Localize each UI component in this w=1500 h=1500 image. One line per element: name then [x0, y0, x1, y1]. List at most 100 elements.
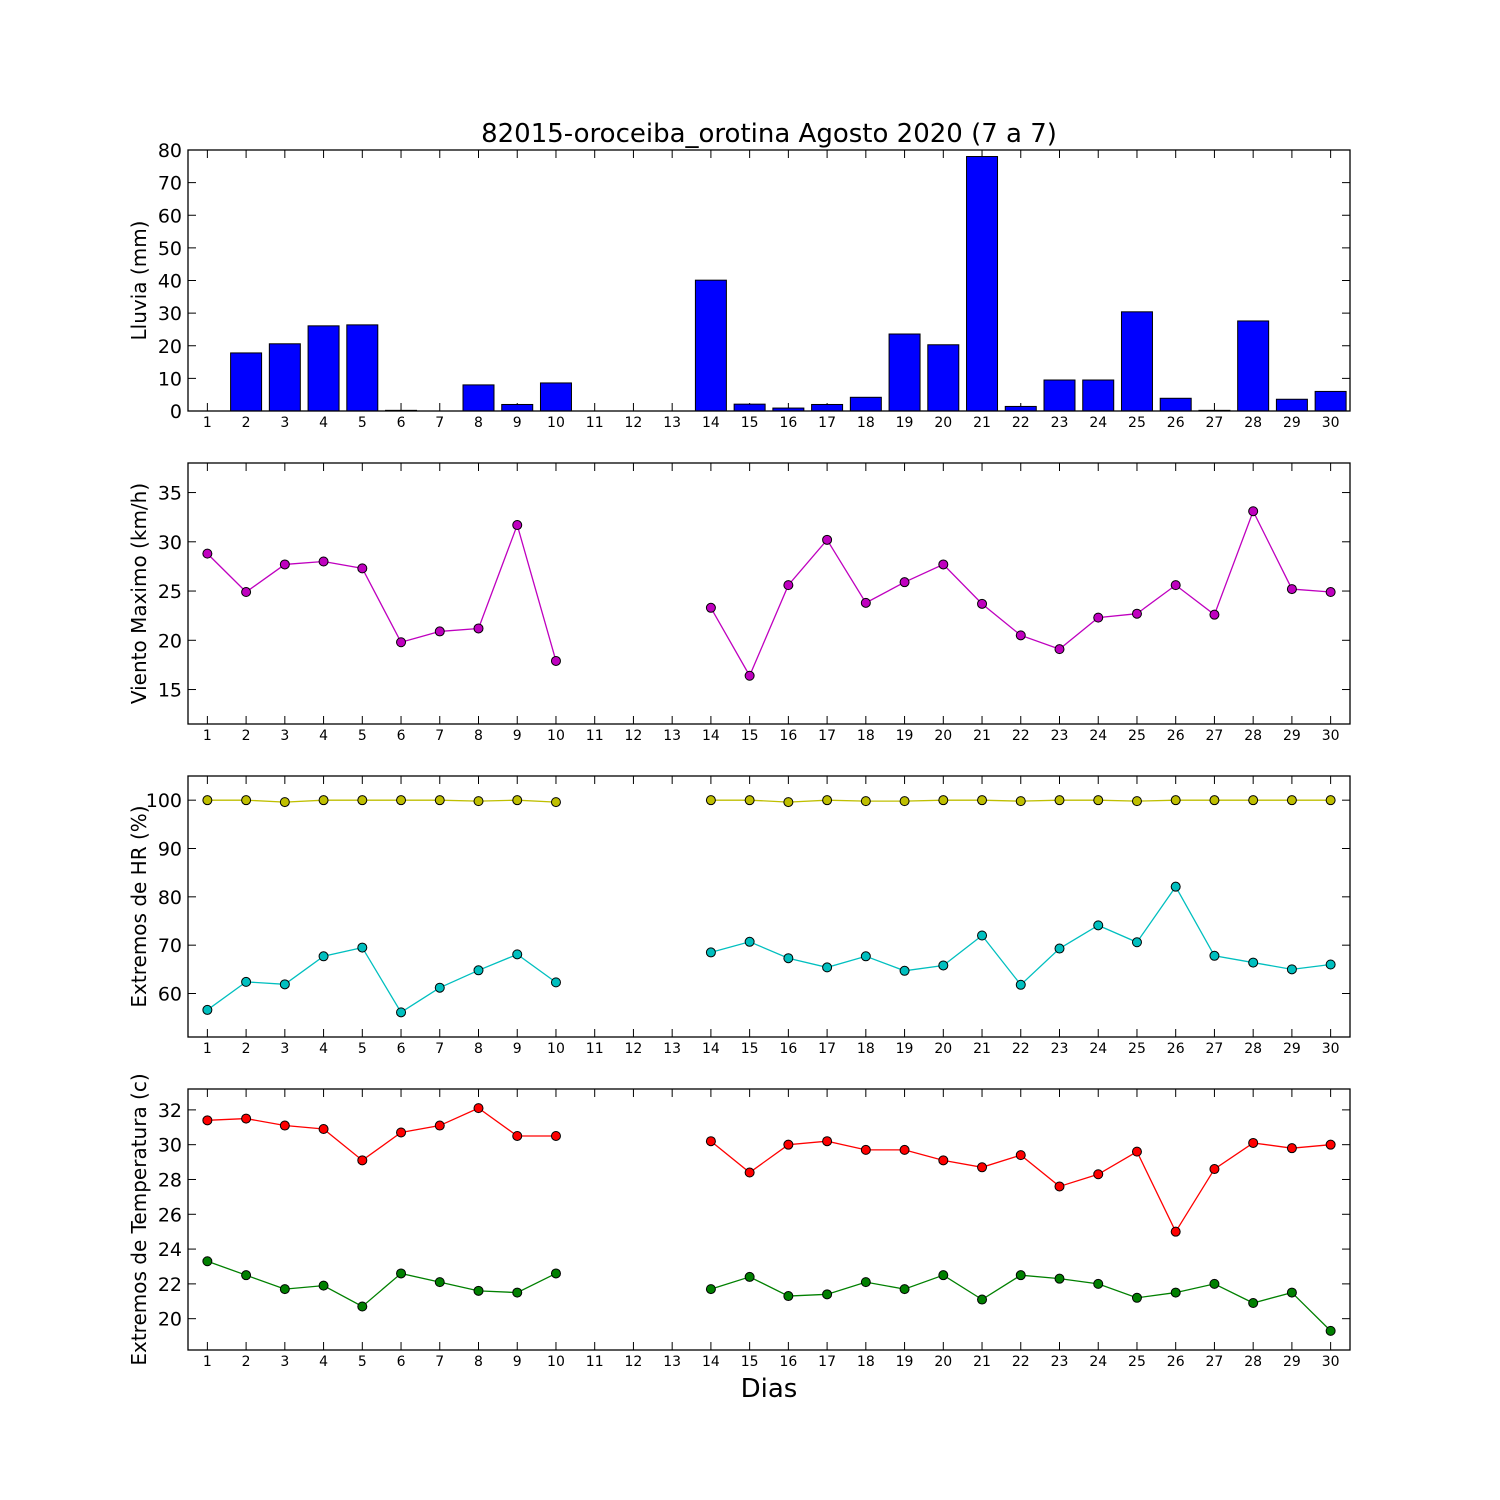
rain-bar	[888, 333, 921, 412]
data-point	[938, 960, 949, 971]
axes-frame	[187, 775, 1351, 1038]
data-point	[434, 1277, 445, 1288]
axes-frame	[187, 149, 1351, 412]
x-tick-label: 12	[625, 728, 643, 744]
x-tick-label: 23	[1051, 415, 1069, 431]
data-point	[357, 1155, 368, 1166]
x-tick-label: 9	[513, 1041, 522, 1057]
rain-bar	[307, 325, 340, 412]
x-tick-label: 11	[586, 415, 604, 431]
data-point	[1248, 506, 1259, 517]
data-point	[279, 559, 290, 570]
x-tick-label: 15	[741, 415, 759, 431]
data-point	[899, 577, 910, 588]
x-tick-label: 11	[586, 728, 604, 744]
y-tick-label: 60	[158, 205, 182, 227]
data-point	[977, 1162, 988, 1173]
x-tick-label: 29	[1283, 1041, 1301, 1057]
x-tick-label: 14	[702, 415, 720, 431]
rain-bar	[1004, 405, 1037, 412]
x-tick-label: 30	[1322, 1354, 1340, 1370]
data-point	[241, 587, 252, 598]
x-tick-label: 5	[358, 1354, 367, 1370]
x-tick-label: 21	[973, 1041, 991, 1057]
x-tick-label: 14	[702, 728, 720, 744]
x-tick-label: 26	[1167, 1041, 1185, 1057]
y-tick-label: 20	[158, 630, 182, 652]
data-point	[783, 580, 794, 591]
data-point	[1015, 630, 1026, 641]
x-tick-label: 15	[741, 728, 759, 744]
data-point	[860, 951, 871, 962]
x-tick-label: 27	[1206, 415, 1224, 431]
x-tick-label: 3	[280, 415, 289, 431]
rain-bar	[1120, 311, 1153, 412]
data-point	[550, 1130, 561, 1141]
x-tick-label: 4	[319, 1354, 328, 1370]
x-tick-label: 11	[586, 1354, 604, 1370]
data-point	[550, 977, 561, 988]
x-tick-label: 4	[319, 415, 328, 431]
x-tick-label: 13	[663, 728, 681, 744]
x-tick-label: 30	[1322, 728, 1340, 744]
data-point	[744, 1167, 755, 1178]
x-tick-label: 19	[896, 728, 914, 744]
x-tick-label: 15	[741, 1041, 759, 1057]
x-tick-label: 20	[934, 728, 952, 744]
data-point	[1131, 608, 1142, 619]
x-tick-label: 29	[1283, 728, 1301, 744]
data-point	[318, 1124, 329, 1135]
data-point	[977, 598, 988, 609]
data-point	[744, 1271, 755, 1282]
x-tick-label: 7	[435, 728, 444, 744]
y-axis-label: Extremos de Temperatura (c)	[127, 1073, 151, 1365]
data-point	[1286, 1287, 1297, 1298]
rain-bar	[1314, 390, 1347, 412]
data-point	[938, 1155, 949, 1166]
x-tick-label: 5	[358, 728, 367, 744]
y-tick-label: 28	[158, 1169, 182, 1191]
rain-bar	[927, 344, 960, 412]
data-point	[1093, 795, 1104, 806]
data-point	[1286, 584, 1297, 595]
data-point	[1170, 795, 1181, 806]
data-point	[241, 1113, 252, 1124]
x-tick-label: 22	[1012, 1354, 1030, 1370]
y-axis-label: Lluvia (mm)	[127, 221, 151, 341]
x-tick-label: 9	[513, 1354, 522, 1370]
data-point	[241, 976, 252, 987]
axes-frame	[187, 462, 1351, 725]
y-tick-label: 24	[158, 1239, 182, 1261]
x-tick-label: 22	[1012, 728, 1030, 744]
data-point	[357, 563, 368, 574]
data-point	[1054, 795, 1065, 806]
data-point	[550, 797, 561, 808]
data-point	[202, 795, 213, 806]
x-tick-label: 24	[1089, 415, 1107, 431]
data-point	[473, 1285, 484, 1296]
data-point	[1093, 920, 1104, 931]
x-tick-label: 18	[857, 1354, 875, 1370]
x-tick-label: 7	[435, 1354, 444, 1370]
x-tick-label: 9	[513, 728, 522, 744]
data-point	[241, 1270, 252, 1281]
x-tick-label: 13	[663, 1041, 681, 1057]
x-tick-label: 12	[625, 415, 643, 431]
x-tick-label: 19	[896, 415, 914, 431]
data-point	[822, 1289, 833, 1300]
data-point	[1131, 1292, 1142, 1303]
data-point	[1209, 609, 1220, 620]
data-point	[1209, 950, 1220, 961]
x-tick-label: 28	[1244, 1354, 1262, 1370]
x-tick-label: 8	[474, 1041, 483, 1057]
x-tick-label: 20	[934, 1041, 952, 1057]
data-point	[279, 797, 290, 808]
data-point	[357, 795, 368, 806]
x-tick-label: 1	[203, 1354, 212, 1370]
